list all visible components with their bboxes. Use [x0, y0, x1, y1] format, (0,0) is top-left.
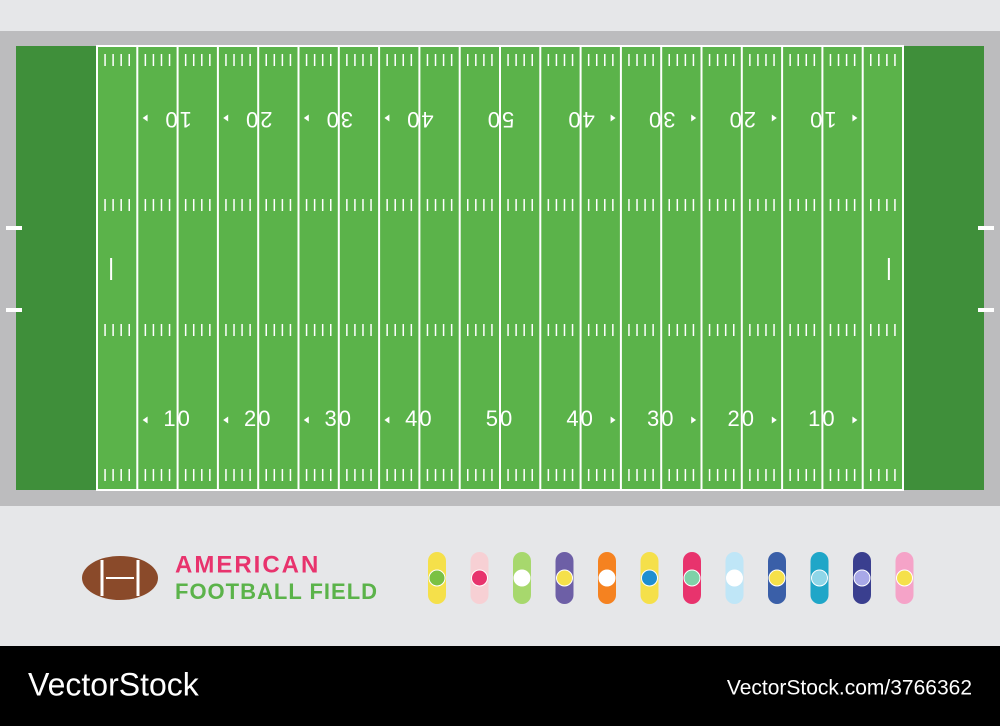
footer-id: VectorStock.com/3766362: [727, 677, 972, 700]
side-marker: [6, 226, 22, 230]
yard-number: 10: [808, 406, 836, 431]
direction-arrow: [384, 416, 390, 424]
player-helmet: [428, 569, 446, 587]
direction-arrow: [610, 114, 616, 122]
yard-number: 10: [163, 406, 191, 431]
caption-line2: FOOTBALL FIELD: [175, 579, 378, 604]
yard-number: 10: [808, 107, 836, 132]
player-helmet: [853, 569, 871, 587]
player-helmet: [683, 569, 701, 587]
yard-number: 40: [405, 406, 433, 431]
side-marker: [978, 308, 994, 312]
end-zone: [903, 46, 984, 490]
footer-brand: VectorStock: [28, 666, 200, 702]
direction-arrow: [142, 114, 148, 122]
caption-line1: AMERICAN: [175, 551, 320, 578]
yard-number: 30: [325, 406, 353, 431]
direction-arrow: [142, 416, 148, 424]
direction-arrow: [691, 416, 697, 424]
direction-arrow: [610, 416, 616, 424]
player-helmet: [768, 569, 786, 587]
direction-arrow: [852, 416, 858, 424]
yard-number: 20: [728, 406, 756, 431]
yard-number: 40: [405, 107, 433, 132]
yard-number: 10: [163, 107, 191, 132]
direction-arrow: [691, 114, 697, 122]
yard-number: 30: [647, 406, 675, 431]
player-helmet: [556, 569, 573, 587]
yard-number: 30: [647, 107, 675, 132]
direction-arrow: [384, 114, 390, 122]
player-helmet: [896, 569, 913, 587]
end-zone: [16, 46, 97, 490]
side-marker: [6, 308, 22, 312]
yard-number: 40: [566, 406, 594, 431]
players: [428, 552, 914, 604]
player-helmet: [811, 569, 828, 587]
direction-arrow: [303, 114, 309, 122]
yard-number: 20: [244, 107, 272, 132]
yard-number: 30: [325, 107, 353, 132]
yard-number: 20: [728, 107, 756, 132]
side-marker: [978, 226, 994, 230]
player-helmet: [641, 569, 658, 587]
footer-bar: [0, 646, 1000, 726]
yard-number: 50: [486, 406, 514, 431]
player-helmet: [471, 569, 488, 587]
caption: AMERICAN FOOTBALL FIELD: [82, 551, 378, 604]
yard-number: 20: [244, 406, 272, 431]
yard-number: 50: [486, 107, 514, 132]
player-helmet: [726, 569, 743, 587]
player-helmet: [598, 569, 616, 587]
player-helmet: [513, 569, 531, 587]
yard-number: 40: [566, 107, 594, 132]
direction-arrow: [223, 416, 229, 424]
direction-arrow: [223, 114, 229, 122]
direction-arrow: [771, 114, 777, 122]
direction-arrow: [852, 114, 858, 122]
direction-arrow: [771, 416, 777, 424]
direction-arrow: [303, 416, 309, 424]
field: 10 20 30 40 50 40 30 20 10 10 20 30 40 50 40 30 20 10: [6, 45, 994, 491]
